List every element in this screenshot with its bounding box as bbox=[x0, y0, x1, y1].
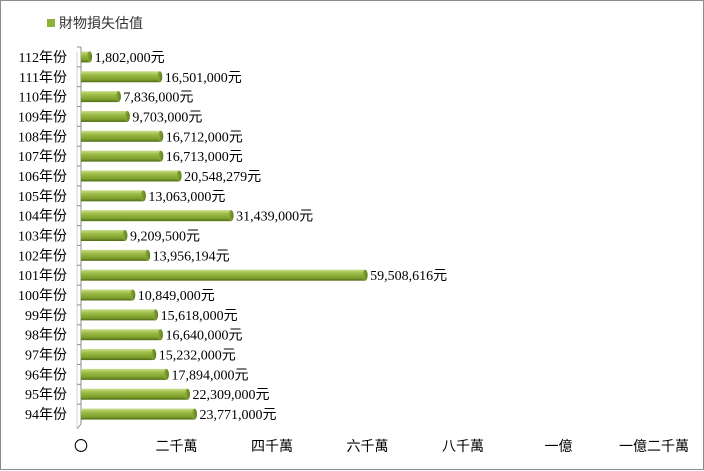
y-tick-label: 104年份 bbox=[18, 209, 67, 225]
data-label: 7,836,000元 bbox=[123, 91, 193, 106]
y-tick-label: 107年份 bbox=[18, 149, 67, 165]
bar-end-cap bbox=[124, 110, 130, 122]
bar bbox=[81, 269, 366, 281]
x-tick-label: 四千萬 bbox=[251, 439, 293, 455]
y-tick-label: 106年份 bbox=[18, 169, 67, 185]
data-label: 22,309,000元 bbox=[193, 388, 270, 403]
data-label: 1,802,000元 bbox=[95, 51, 165, 66]
bar bbox=[81, 170, 180, 182]
bar bbox=[81, 349, 154, 361]
data-label: 20,548,279元 bbox=[184, 170, 261, 185]
bar-end-cap bbox=[151, 349, 157, 361]
bar-end-cap bbox=[163, 368, 169, 380]
bar bbox=[81, 130, 161, 142]
legend: 財物損失估值 bbox=[47, 13, 143, 33]
axis-corner bbox=[76, 423, 82, 430]
data-label: 13,956,194元 bbox=[153, 249, 230, 264]
y-tick-label: 96年份 bbox=[25, 367, 67, 383]
y-tick-label: 103年份 bbox=[18, 229, 67, 245]
bar bbox=[81, 368, 167, 380]
bar bbox=[81, 309, 156, 321]
data-label: 23,771,000元 bbox=[200, 408, 277, 423]
bar-end-cap bbox=[122, 230, 128, 241]
y-tick-label: 102年份 bbox=[18, 248, 67, 264]
bar-end-cap bbox=[158, 130, 164, 142]
x-tick-label: 八千萬 bbox=[442, 439, 484, 455]
data-label: 16,713,000元 bbox=[166, 150, 243, 165]
bar-end-cap bbox=[157, 71, 163, 83]
y-tick-label: 110年份 bbox=[19, 90, 67, 106]
bar bbox=[81, 289, 133, 301]
y-tick-label: 94年份 bbox=[25, 407, 67, 423]
y-tick-label: 101年份 bbox=[18, 268, 67, 284]
bar bbox=[81, 329, 161, 341]
data-label: 16,712,000元 bbox=[166, 130, 243, 145]
x-tick-label: 一億 bbox=[545, 439, 573, 455]
bar bbox=[81, 51, 90, 63]
legend-swatch bbox=[47, 19, 55, 27]
y-tick-label: 111年份 bbox=[19, 70, 67, 86]
y-tick-label: 100年份 bbox=[18, 288, 67, 304]
bar bbox=[81, 388, 188, 400]
bar-end-cap bbox=[185, 388, 191, 400]
x-tick-label: 〇 bbox=[74, 439, 88, 455]
y-tick-label: 99年份 bbox=[25, 308, 67, 324]
data-label: 17,894,000元 bbox=[171, 368, 248, 383]
bar bbox=[81, 210, 232, 222]
data-label: 9,209,500元 bbox=[130, 230, 200, 245]
data-label: 9,703,000元 bbox=[132, 110, 202, 125]
data-label: 16,640,000元 bbox=[165, 329, 242, 344]
data-label: 15,618,000元 bbox=[161, 309, 238, 324]
y-tick-label: 97年份 bbox=[25, 348, 67, 364]
bar bbox=[81, 230, 125, 241]
y-tick-label: 112年份 bbox=[19, 50, 67, 66]
data-label: 16,501,000元 bbox=[165, 71, 242, 86]
y-tick-label: 98年份 bbox=[25, 328, 67, 344]
bar-end-cap bbox=[153, 309, 159, 321]
bar bbox=[81, 91, 119, 103]
y-tick-label: 109年份 bbox=[18, 109, 67, 125]
bar bbox=[81, 71, 160, 83]
bar bbox=[81, 110, 128, 122]
bar-end-cap bbox=[362, 269, 368, 281]
data-label: 31,439,000元 bbox=[236, 210, 313, 225]
y-tick-label: 105年份 bbox=[18, 189, 67, 205]
bar-end-cap bbox=[158, 150, 164, 162]
bar-end-cap bbox=[145, 249, 151, 261]
data-label: 13,063,000元 bbox=[148, 190, 225, 205]
bar-end-cap bbox=[192, 408, 198, 420]
legend-label: 財物損失估值 bbox=[59, 16, 143, 32]
bar-end-cap bbox=[176, 170, 182, 182]
y-tick-label: 95年份 bbox=[25, 387, 67, 403]
x-tick-label: 六千萬 bbox=[347, 439, 389, 455]
bar-end-cap bbox=[228, 210, 234, 222]
bar-end-cap bbox=[130, 289, 136, 301]
bar-end-cap bbox=[87, 51, 93, 63]
x-tick-label: 二千萬 bbox=[156, 439, 198, 455]
bar bbox=[81, 408, 195, 420]
data-label: 59,508,616元 bbox=[370, 269, 447, 284]
bar bbox=[81, 190, 144, 202]
bar-end-cap bbox=[157, 329, 163, 341]
x-tick-label: 一億二千萬 bbox=[619, 439, 689, 455]
bar-end-cap bbox=[115, 91, 121, 103]
bar bbox=[81, 150, 161, 162]
y-tick-label: 108年份 bbox=[18, 129, 67, 145]
bar-end-cap bbox=[140, 190, 146, 202]
data-label: 10,849,000元 bbox=[138, 289, 215, 304]
bar bbox=[81, 249, 148, 261]
data-label: 15,232,000元 bbox=[159, 349, 236, 364]
